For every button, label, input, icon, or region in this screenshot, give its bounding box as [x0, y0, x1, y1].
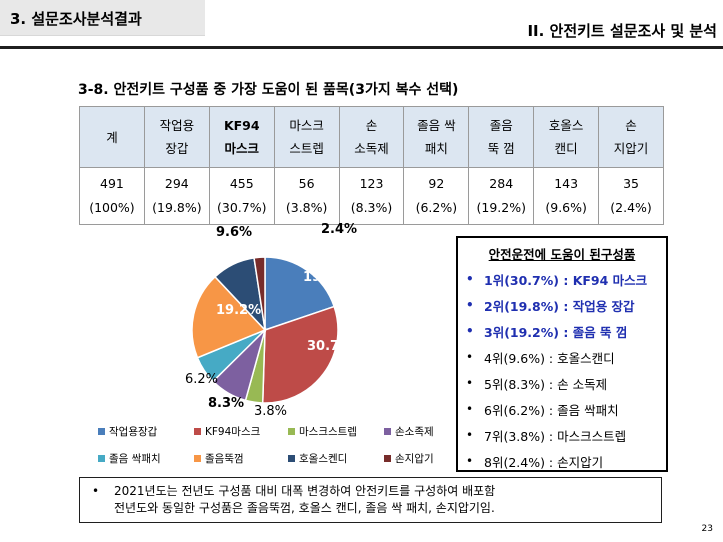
legend-item: 손지압기 [384, 451, 434, 466]
header-section-tab: 3. 설문조사분석결과 [0, 0, 205, 36]
legend-swatch [194, 428, 201, 435]
table-cell: 294 (19.8%) [143, 167, 210, 225]
bullet-icon: • [466, 428, 474, 442]
table-header-cell: 손 소독제 [338, 106, 405, 168]
pie-label-gloves: 19.8% [303, 270, 349, 285]
table-cell: 92 (6.2%) [403, 167, 470, 225]
table-header-cell: 작업용 장갑 [143, 106, 210, 168]
bullet-icon: • [466, 272, 474, 286]
survey-table: 계 작업용 장갑 KF94 마스크 마스크 스트렙 손 소독제 졸음 싹 패치 졸음 뚝 껌… [79, 106, 664, 225]
list-item: • 1위(30.7%) : KF94 마스크 [466, 272, 648, 288]
header-left-title: 3. 설문조사분석결과 [10, 10, 142, 28]
bullet-icon: • [466, 402, 474, 416]
table-header-cell: KF94 마스크 [208, 106, 275, 168]
legend-swatch [384, 428, 391, 435]
table-cell: 56 (3.8%) [273, 167, 340, 225]
pie-label-sanitizer: 8.3% [208, 396, 245, 411]
table-header-row: 계 작업용 장갑 KF94 마스크 마스크 스트렙 손 소독제 졸음 싹 패치 졸음 뚝 껌… [79, 106, 664, 168]
table-cell: 284 (19.2%) [468, 167, 535, 225]
table-header-cell: 졸음 싹 패치 [403, 106, 470, 168]
list-item: • 7위(3.8%) : 마스크스트렙 [466, 428, 627, 444]
pie-label-acupressure: 2.4% [321, 222, 358, 237]
section-title: 3-8. 안전키트 구성품 중 가장 도움이 된 품목(3가지 복수 선택) [78, 82, 459, 98]
table-header-cell: 졸음 뚝 껌 [468, 106, 535, 168]
note-box: • 2021년도는 전년도 구성품 대비 대폭 변경하여 안전키트를 구성하여 … [79, 477, 662, 523]
pie-slice-6 [191, 275, 267, 359]
legend-item: 호올스켄디 [288, 451, 347, 466]
ranking-box: 안전운전에 도움이 된구성품 • 1위(30.7%) : KF94 마스크 • 2위… [456, 236, 668, 472]
list-item: • 2위(19.8%) : 작업용 장갑 [466, 298, 635, 314]
table-data-row: 491 (100%) 294 (19.8%) 455 (30.7%) 56 (3.8%)… [79, 167, 664, 225]
legend-item: 손소족제 [384, 424, 434, 439]
header-divider [0, 46, 723, 49]
bullet-icon: • [92, 484, 100, 498]
legend-swatch [98, 428, 105, 435]
list-item: • 3위(19.2%) : 졸음 뚝 껌 [466, 324, 628, 340]
table-header-cell: 호올스 캔디 [533, 106, 600, 168]
legend-item: KF94마스크 [194, 424, 260, 439]
pie-label-kf94-mask: 30.7% [307, 339, 353, 354]
pie-slice-8 [253, 256, 266, 331]
bullet-icon: • [466, 454, 474, 468]
pie-label-mask-strap: 3.8% [254, 404, 288, 419]
legend-swatch [98, 455, 105, 462]
table-cell: 35 (2.4%) [598, 167, 664, 225]
legend-swatch [194, 455, 201, 462]
list-item: • 4위(9.6%) : 호올스캔디 [466, 350, 615, 366]
legend-swatch [288, 455, 295, 462]
pie-label-sleep-patch: 6.2% [185, 372, 219, 387]
legend-swatch [288, 428, 295, 435]
note-line-1: 2021년도는 전년도 구성품 대비 대폭 변경하여 안전키트를 구성하여 배포… [114, 484, 496, 498]
table-header-cell: 계 [79, 106, 145, 168]
ranking-title: 안전운전에 도움이 된구성품 [488, 247, 636, 262]
list-item: • 6위(6.2%) : 졸음 싹패치 [466, 402, 619, 418]
note-line-2: 전년도와 동일한 구성품은 졸음뚝껌, 호올스 캔디, 졸음 싹 패치, 손지압… [114, 501, 495, 515]
pie-chart [191, 256, 339, 404]
header-right-title: II. 안전키트 설문조사 및 분석 [527, 22, 717, 40]
bullet-icon: • [466, 376, 474, 390]
legend-item: 작업용장갑 [98, 424, 157, 439]
table-cell: 123 (8.3%) [338, 167, 405, 225]
table-cell: 143 (9.6%) [533, 167, 600, 225]
table-header-cell: 마스크 스트렙 [273, 106, 340, 168]
ranking-list: • 1위(30.7%) : KF94 마스크 • 2위(19.8%) : 작업용 장… [458, 266, 666, 474]
list-item: • 5위(8.3%) : 손 소독제 [466, 376, 608, 392]
pie-slice-2 [261, 305, 339, 404]
legend-item: 마스크스트렙 [288, 424, 357, 439]
legend-swatch [384, 455, 391, 462]
legend-item: 졸음뚝껌 [194, 451, 244, 466]
bullet-icon: • [466, 350, 474, 364]
table-cell: 491 (100%) [79, 167, 145, 225]
page-number: 23 [701, 524, 713, 534]
legend-item: 졸음 싹패치 [98, 451, 161, 466]
bullet-icon: • [466, 324, 474, 338]
table-header-cell: 손 지압기 [598, 106, 664, 168]
pie-label-gum: 19.2% [216, 303, 262, 318]
table-cell: 455 (30.7%) [208, 167, 275, 225]
pie-label-candy: 9.6% [216, 225, 253, 240]
list-item: • 8위(2.4%) : 손지압기 [466, 454, 604, 470]
bullet-icon: • [466, 298, 474, 312]
